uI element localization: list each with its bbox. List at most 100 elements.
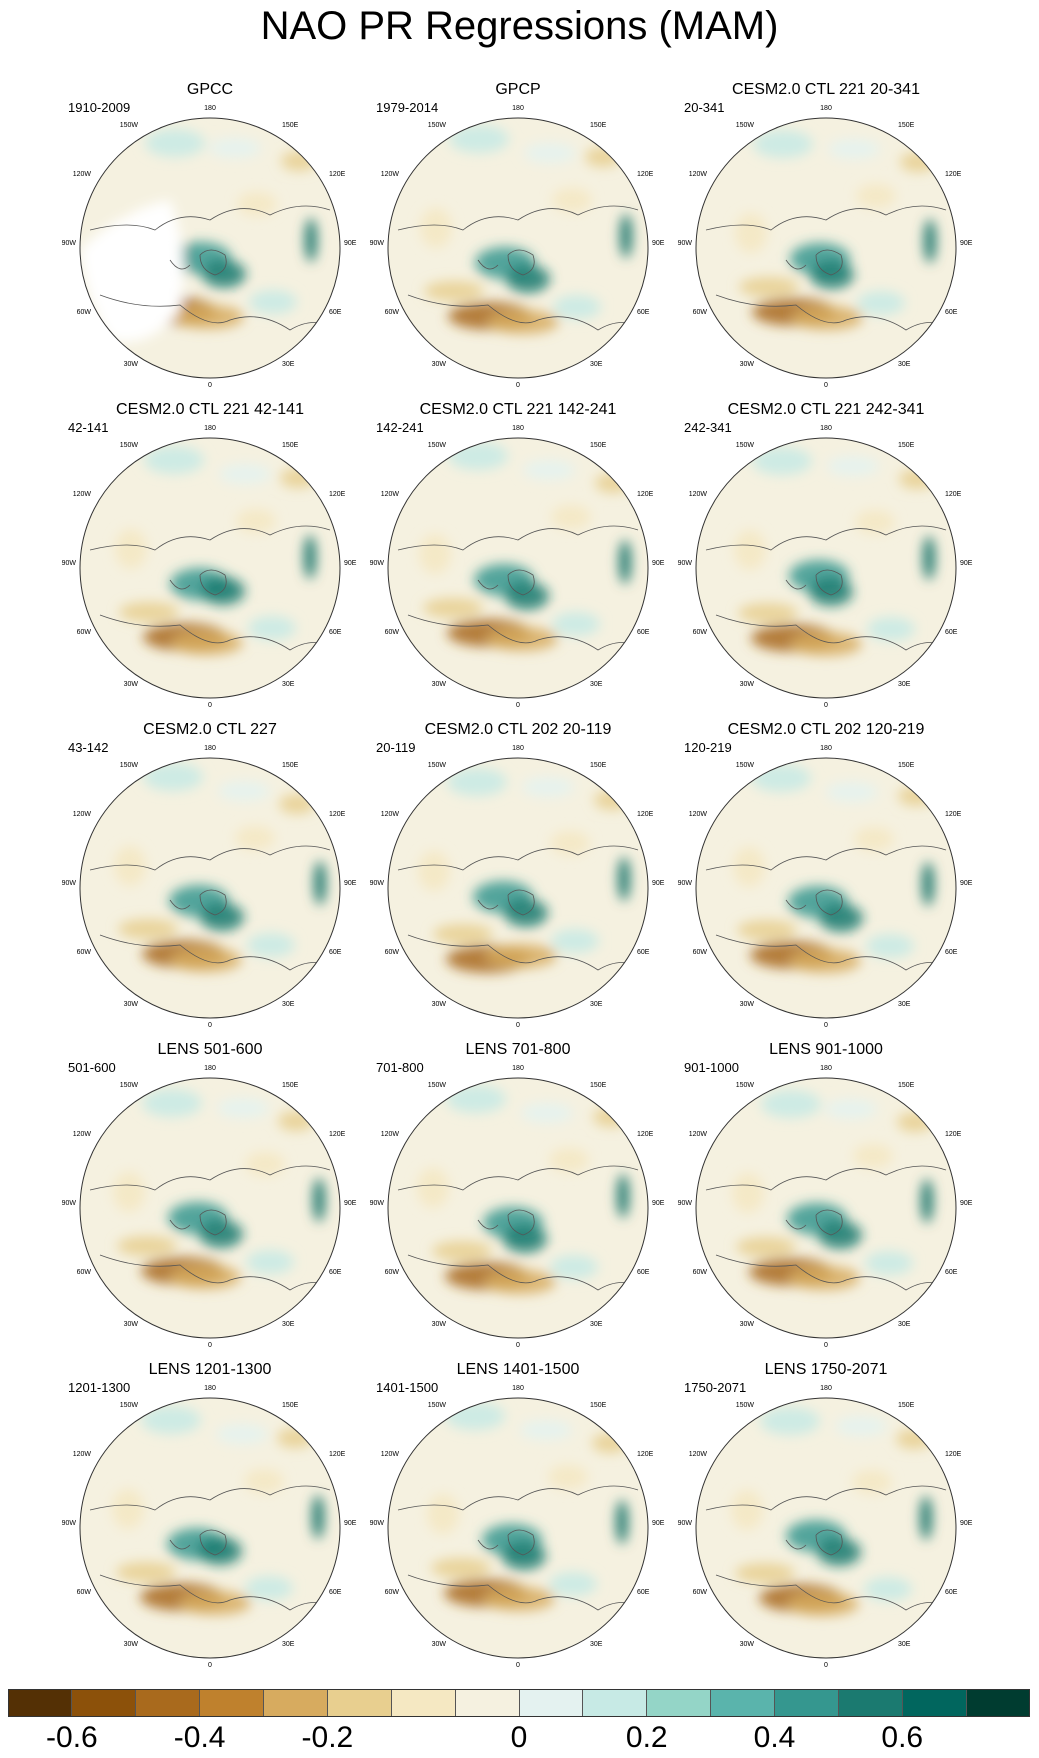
longitude-label: 150E	[282, 1082, 299, 1089]
regression-blob	[789, 949, 861, 973]
regression-blob	[549, 1572, 597, 1596]
colorbar-swatch	[71, 1689, 136, 1717]
colorbar-swatch	[583, 1689, 648, 1717]
colorbar-swatch	[263, 1689, 328, 1717]
map-boundary	[695, 1077, 957, 1339]
longitude-label: 180	[820, 745, 832, 752]
longitude-label: 90E	[960, 560, 973, 567]
colorbar-swatch	[135, 1689, 200, 1717]
panel-period: 1750-2071	[684, 1380, 747, 1395]
longitude-label: 180	[820, 425, 832, 432]
panel-title: CESM2.0 CTL 227	[143, 721, 277, 738]
map-boundary	[387, 1077, 649, 1339]
regression-blob	[866, 934, 914, 958]
coastline	[89, 1485, 336, 1611]
longitude-label: 90W	[62, 880, 77, 887]
regression-blob	[313, 1178, 325, 1222]
longitude-label: 60E	[637, 949, 650, 956]
regression-blob	[521, 1103, 573, 1123]
regression-blob	[732, 1173, 764, 1213]
regression-blob	[551, 929, 599, 953]
longitude-label: 30W	[432, 1321, 447, 1328]
longitude-label: 60E	[329, 1269, 342, 1276]
regression-blob	[117, 1236, 177, 1256]
longitude-label: 120W	[381, 811, 400, 818]
map-panel: 180 0 90W 90E 150W 150E 120W 120E 60W 60E 30W 30E LE…	[676, 1040, 976, 1360]
regression-blob	[897, 1112, 933, 1132]
colorbar-tick-label: 0.4	[753, 1721, 796, 1754]
coastline	[705, 845, 952, 971]
map-panel: 180 0 90W 90E 150W 150E 120W 120E 60W 60E 30W 30E GP…	[368, 80, 668, 400]
longitude-label: 120E	[945, 811, 962, 818]
panel-period: 43-142	[68, 740, 109, 755]
longitude-label: 90W	[370, 880, 385, 887]
longitude-label: 150E	[898, 1402, 915, 1409]
longitude-label: 60W	[693, 1269, 708, 1276]
regression-blob	[855, 510, 895, 534]
polar-map: 180 0 90W 90E 150W 150E 120W 120E 60W 60E 30W 30E	[370, 425, 665, 709]
longitude-label: 0	[208, 1342, 212, 1349]
longitude-label: 150W	[736, 122, 755, 129]
longitude-label: 180	[512, 1065, 524, 1072]
longitude-label: 60E	[945, 1589, 958, 1596]
longitude-label: 30W	[740, 1001, 755, 1008]
longitude-label: 120E	[637, 171, 654, 178]
coastline	[89, 205, 336, 331]
longitude-label: 120W	[689, 1131, 708, 1138]
map-panel: 180 0 90W 90E 150W 150E 120W 120E 60W 60E 30W 30E GP…	[60, 80, 360, 400]
regression-blob	[277, 1428, 313, 1448]
longitude-label: 60W	[385, 1269, 400, 1276]
map-boundary	[695, 437, 957, 699]
regression-blob	[835, 1416, 887, 1436]
map-panel: 180 0 90W 90E 150W 150E 120W 120E 60W 60E 30W 30E CE…	[676, 720, 976, 1040]
regression-blob	[172, 305, 244, 329]
regression-blob	[485, 944, 557, 968]
coastline	[397, 845, 644, 971]
colorbar-tick-label: -0.6	[46, 1721, 98, 1754]
longitude-label: 120E	[637, 1451, 654, 1458]
longitude-label: 60E	[637, 1589, 650, 1596]
longitude-label: 120W	[381, 491, 400, 498]
longitude-label: 150E	[282, 122, 299, 129]
longitude-label: 90E	[652, 560, 665, 567]
panel-period: 20-119	[376, 740, 416, 755]
longitude-label: 180	[204, 425, 216, 432]
longitude-label: 90E	[344, 240, 357, 247]
regression-blob	[809, 578, 853, 606]
longitude-label: 150E	[898, 762, 915, 769]
panel-title: CESM2.0 CTL 221 20-341	[732, 81, 920, 98]
longitude-label: 90W	[678, 240, 693, 247]
regression-blob	[417, 1168, 449, 1208]
panel-title: LENS 1201-1300	[148, 1361, 272, 1378]
regression-blob	[116, 1562, 176, 1582]
map-panel: 180 0 90W 90E 150W 150E 120W 120E 60W 60E 30W 30E CE…	[60, 720, 360, 1040]
regression-blob	[865, 1251, 913, 1275]
longitude-label: 180	[820, 1385, 832, 1392]
longitude-label: 30E	[898, 361, 911, 368]
longitude-label: 150W	[120, 762, 139, 769]
regression-blob	[548, 1465, 588, 1489]
regression-blob	[760, 1407, 820, 1435]
longitude-label: 180	[820, 1065, 832, 1072]
panel-title: CESM2.0 CTL 221 242-341	[727, 401, 925, 418]
figure-title: NAO PR Regressions (MAM)	[260, 4, 779, 48]
regression-blob	[247, 933, 295, 957]
longitude-label: 120E	[329, 1131, 346, 1138]
longitude-label: 30W	[432, 681, 447, 688]
longitude-label: 60W	[693, 309, 708, 316]
regression-blob	[216, 1424, 268, 1444]
panel-title: GPCP	[495, 81, 541, 98]
regression-blob	[737, 920, 797, 940]
map-panel: 180 0 90W 90E 150W 150E 120W 120E 60W 60E 30W 30E CE…	[368, 720, 668, 1040]
coastline	[397, 1485, 644, 1611]
regression-blob	[920, 1496, 932, 1540]
map-boundary	[79, 757, 341, 1019]
regression-blob	[616, 1500, 628, 1544]
panel-period: 42-141	[68, 420, 109, 435]
regression-blob	[246, 1250, 294, 1274]
longitude-label: 30E	[590, 1321, 603, 1328]
longitude-label: 150E	[898, 442, 915, 449]
regression-blob	[237, 192, 277, 216]
regression-blob	[423, 598, 483, 618]
longitude-label: 150E	[590, 1402, 607, 1409]
